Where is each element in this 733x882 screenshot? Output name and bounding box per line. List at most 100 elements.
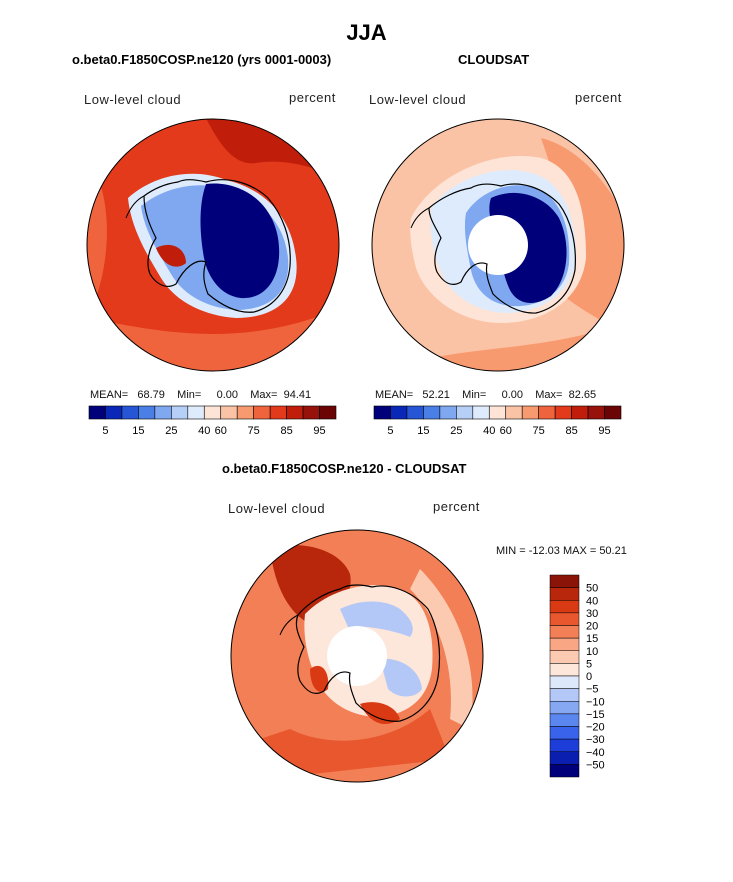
diff-colorbar-tick-label: −10 (586, 696, 605, 708)
panel1-units: percent (289, 90, 336, 105)
diff-colorbar-swatch-5 (549, 637, 580, 651)
panel2-max-label: Max= (535, 389, 563, 401)
panel1-mean-value: 68.79 (137, 389, 165, 401)
panel2-min-value: 0.00 (501, 389, 524, 401)
panel3-map (230, 529, 484, 783)
panel1-peninsula (125, 195, 145, 219)
panel3-pole-hole (327, 626, 387, 686)
panel1-colorbar: 5 15 25 40 60 75 85 95 (88, 405, 337, 437)
panel1-variable: Low-level cloud (84, 92, 182, 107)
colorbar-swatch-8 (505, 405, 523, 420)
panel1-title: o.beta0.F1850COSP.ne120 (yrs 0001-0003) (72, 52, 332, 67)
diff-colorbar-swatch-4 (549, 625, 580, 639)
panel2-stats: MEAN= 52.21 Min= 0.00 Max= 82.65 (375, 389, 596, 401)
panel2-colorbar: 5 15 25 40 60 75 85 95 (373, 405, 622, 437)
colorbar-tick-label: 40 (198, 425, 210, 437)
panel3-coastline (295, 584, 441, 722)
colorbar-tick-label: 25 (165, 425, 177, 437)
colorbar-swatch-14 (604, 405, 622, 420)
diff-colorbar-tick-label: −50 (586, 759, 605, 771)
panel3-red-south (360, 702, 400, 724)
panel3-variable: Low-level cloud (228, 501, 326, 516)
panel2-mean-label: MEAN= (375, 389, 414, 401)
colorbar-swatch-6 (472, 405, 490, 420)
diff-colorbar-tick-label: 5 (586, 658, 592, 670)
diff-colorbar-tick-label: 20 (586, 621, 598, 633)
diff-colorbar-swatch-12 (549, 726, 580, 740)
colorbar-tick-label: 40 (483, 425, 495, 437)
colorbar-tick-label: 25 (450, 425, 462, 437)
colorbar-swatch-5 (456, 405, 474, 420)
diff-colorbar-tick-label: 40 (586, 595, 598, 607)
colorbar-swatch-3 (423, 405, 441, 420)
colorbar-tick-label: 85 (565, 425, 577, 437)
panel1-interior (200, 183, 280, 299)
panel3-east-light (410, 569, 473, 729)
colorbar-tick-label: 15 (132, 425, 144, 437)
panel3-minmax: MIN = -12.03 MAX = 50.21 (496, 545, 627, 557)
colorbar-swatch-9 (236, 405, 254, 420)
panel2-variable: Low-level cloud (369, 92, 467, 107)
colorbar-swatch-10 (253, 405, 271, 420)
panel2-pole-hole (468, 215, 528, 275)
panel1-stats: MEAN= 68.79 Min= 0.00 Max= 94.41 (90, 389, 311, 401)
colorbar-tick-label: 15 (417, 425, 429, 437)
diff-colorbar-swatch-13 (549, 738, 580, 752)
colorbar-swatch-13 (587, 405, 605, 420)
panel2-map (371, 118, 625, 372)
page-title: JJA (346, 20, 387, 45)
colorbar-tick-label: 5 (102, 425, 108, 437)
panel1-mean-label: MEAN= (90, 389, 129, 401)
colorbar-swatch-3 (138, 405, 156, 420)
diff-colorbar-tick-label: 15 (586, 633, 598, 645)
colorbar-swatch-6 (187, 405, 205, 420)
panel2-mean-value: 52.21 (422, 389, 450, 401)
colorbar-swatch-4 (154, 405, 172, 420)
diff-colorbar-swatch-1 (549, 587, 580, 601)
panel2-max-value: 82.65 (568, 389, 597, 401)
diff-colorbar-tick-label: 0 (586, 671, 592, 683)
colorbar-swatch-1 (105, 405, 123, 420)
colorbar-swatch-2 (121, 405, 139, 420)
colorbar-swatch-11 (269, 405, 287, 420)
colorbar-tick-label: 75 (248, 425, 260, 437)
panel2-min-label: Min= (462, 389, 487, 401)
colorbar-swatch-13 (302, 405, 320, 420)
panel1-min-value: 0.00 (216, 389, 239, 401)
diff-colorbar-swatch-0 (549, 574, 580, 588)
colorbar-swatch-8 (220, 405, 238, 420)
panel2-peninsula (410, 207, 430, 229)
panel1-max-value: 94.41 (283, 389, 312, 401)
colorbar-swatch-14 (319, 405, 337, 420)
panel1-map (86, 118, 340, 372)
colorbar-tick-label: 85 (280, 425, 292, 437)
diff-colorbar-tick-label: −15 (586, 709, 605, 721)
colorbar-tick-label: 95 (313, 425, 325, 437)
panel1-min-label: Min= (177, 389, 202, 401)
diff-colorbar-tick-label: −20 (586, 722, 605, 734)
colorbar-swatch-12 (286, 405, 304, 420)
colorbar-swatch-7 (488, 405, 507, 420)
panel2-coastline (428, 183, 576, 314)
diff-colorbar-tick-label: −30 (586, 734, 605, 746)
colorbar-tick-label: 5 (387, 425, 393, 437)
colorbar-tick-label: 95 (598, 425, 610, 437)
colorbar-swatch-1 (390, 405, 408, 420)
colorbar-swatch-11 (554, 405, 572, 420)
diff-colorbar-tick-label: −5 (586, 684, 599, 696)
diff-colorbar-swatch-7 (549, 663, 580, 677)
diff-colorbar-swatch-11 (549, 713, 580, 727)
diff-colorbar-tick-label: 10 (586, 646, 598, 658)
panel3-peninsula (279, 614, 299, 636)
diff-colorbar-swatch-14 (549, 751, 580, 765)
colorbar-swatch-7 (203, 405, 222, 420)
panel1-max-label: Max= (250, 389, 278, 401)
diff-colorbar-swatch-6 (549, 650, 580, 664)
panel3-title: o.beta0.F1850COSP.ne120 - CLOUDSAT (222, 461, 467, 476)
diff-colorbar-swatch-10 (549, 701, 580, 715)
colorbar-swatch-10 (538, 405, 556, 420)
diff-colorbar-swatch-15 (549, 764, 580, 778)
colorbar-swatch-5 (171, 405, 189, 420)
colorbar-swatch-0 (88, 405, 106, 420)
